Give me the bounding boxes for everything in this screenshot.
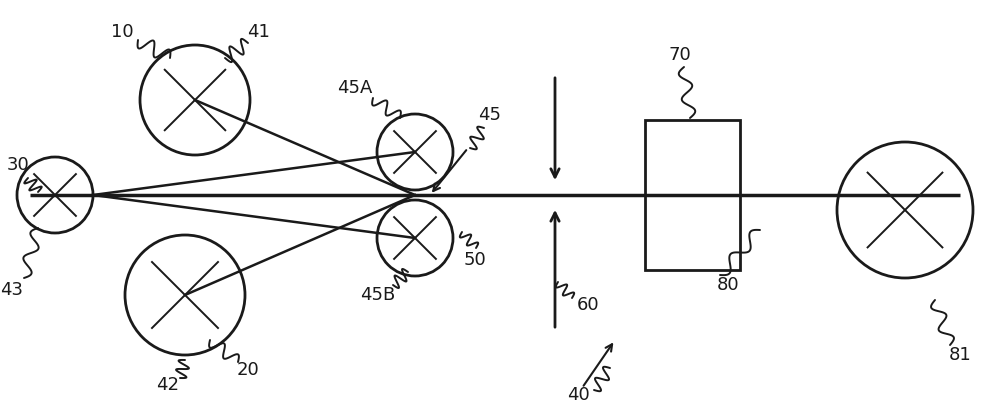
Text: 30: 30: [7, 156, 29, 174]
Text: 60: 60: [577, 296, 599, 314]
Bar: [645, 120, 740, 270]
Text: 80: 80: [717, 276, 739, 294]
Text: 10: 10: [111, 23, 133, 41]
Text: 45A: 45A: [337, 79, 373, 97]
Text: 41: 41: [247, 23, 269, 41]
Text: 50: 50: [464, 251, 486, 269]
Text: 43: 43: [0, 281, 24, 299]
Text: 42: 42: [156, 376, 180, 394]
Text: 45B: 45B: [360, 286, 396, 304]
Text: 81: 81: [949, 346, 971, 364]
Text: 70: 70: [669, 46, 691, 64]
Text: 45: 45: [479, 106, 502, 124]
Text: 40: 40: [567, 386, 589, 404]
Text: 20: 20: [237, 361, 259, 379]
